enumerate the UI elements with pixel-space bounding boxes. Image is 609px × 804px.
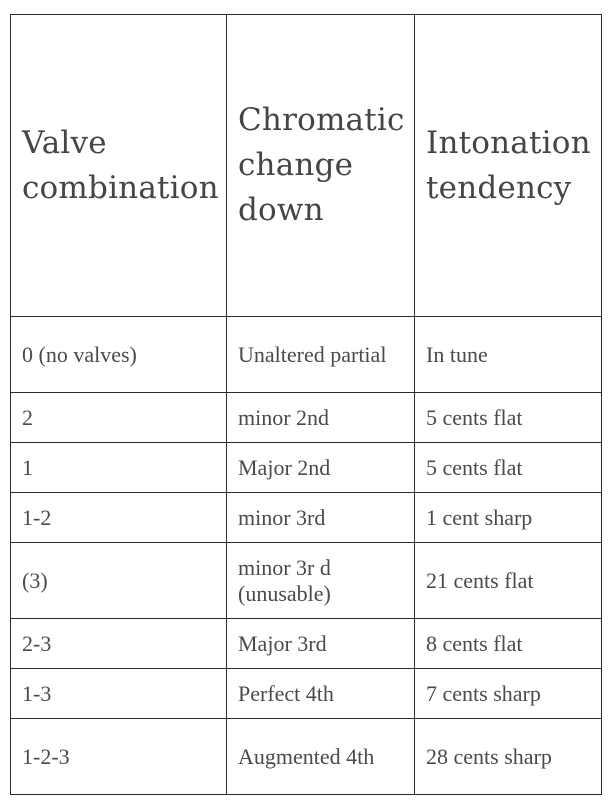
cell-valves: 1 (10, 442, 227, 493)
table-row: 1 Major 2nd 5 cents flat (10, 442, 602, 493)
cell-tendency: 28 cents sharp (414, 718, 602, 795)
cell-valves: 0 (no valves) (10, 316, 227, 393)
header-intonation-tendency: Intonation tendency (414, 14, 602, 317)
table-row: (3) minor 3r d (unusable) 21 cents flat (10, 542, 602, 619)
cell-change: Major 2nd (226, 442, 415, 493)
cell-tendency: 1 cent sharp (414, 492, 602, 543)
cell-tendency: 8 cents flat (414, 618, 602, 669)
cell-change: minor 3r d (unusable) (226, 542, 415, 619)
table-row: 2 minor 2nd 5 cents flat (10, 392, 602, 443)
table-row: 1-2-3 Augmented 4th 28 cents sharp (10, 718, 602, 795)
cell-valves: 2 (10, 392, 227, 443)
header-valve-combination: Valve combination (10, 14, 227, 317)
cell-valves: 1-2 (10, 492, 227, 543)
cell-tendency: 21 cents flat (414, 542, 602, 619)
header-row: Valve combination Chromatic change down … (10, 14, 602, 317)
cell-change: Major 3rd (226, 618, 415, 669)
cell-tendency: In tune (414, 316, 602, 393)
header-chromatic-change: Chromatic change down (226, 14, 415, 317)
table-row: 0 (no valves) Unaltered partial In tune (10, 316, 602, 393)
cell-tendency: 5 cents flat (414, 392, 602, 443)
cell-change: Unaltered partial (226, 316, 415, 393)
table-row: 1-3 Perfect 4th 7 cents sharp (10, 668, 602, 719)
valve-intonation-table: Valve combination Chromatic change down … (10, 14, 602, 795)
cell-change: Augmented 4th (226, 718, 415, 795)
cell-valves: 1-3 (10, 668, 227, 719)
cell-change: minor 2nd (226, 392, 415, 443)
cell-valves: 1-2-3 (10, 718, 227, 795)
cell-tendency: 5 cents flat (414, 442, 602, 493)
table-row: 1-2 minor 3rd 1 cent sharp (10, 492, 602, 543)
cell-tendency: 7 cents sharp (414, 668, 602, 719)
cell-change: Perfect 4th (226, 668, 415, 719)
cell-valves: (3) (10, 542, 227, 619)
cell-change: minor 3rd (226, 492, 415, 543)
cell-valves: 2-3 (10, 618, 227, 669)
table-row: 2-3 Major 3rd 8 cents flat (10, 618, 602, 669)
